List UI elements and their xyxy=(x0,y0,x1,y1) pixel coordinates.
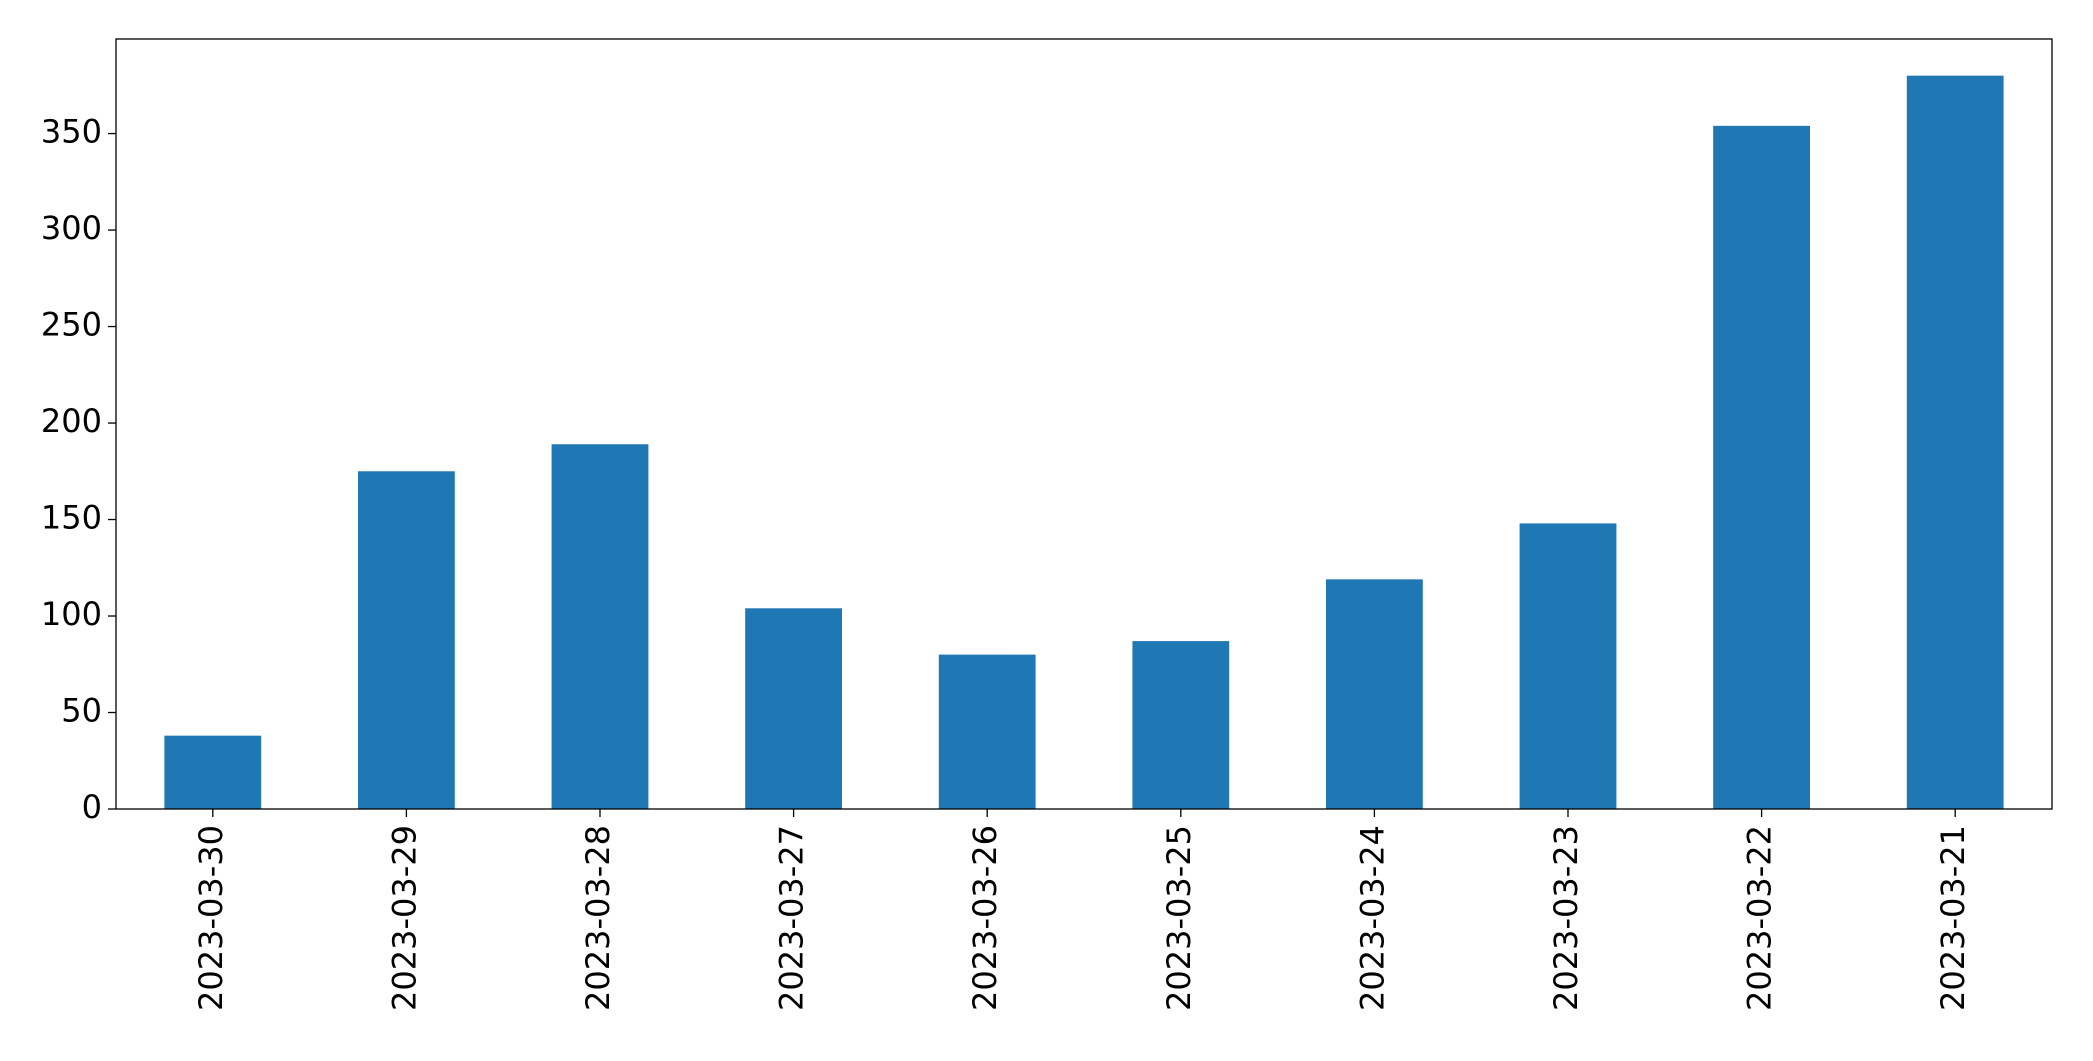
bar xyxy=(1326,579,1423,809)
y-tick-label: 250 xyxy=(41,306,102,344)
y-tick-label: 200 xyxy=(41,402,102,440)
y-tick-label: 0 xyxy=(82,788,102,826)
x-tick-label: 2023-03-27 xyxy=(773,825,811,1011)
x-tick-label: 2023-03-28 xyxy=(579,825,617,1011)
y-tick-label: 350 xyxy=(41,113,102,151)
bar xyxy=(1519,523,1617,809)
bar xyxy=(1906,75,2004,809)
y-tick-label: 150 xyxy=(41,499,102,537)
bar xyxy=(164,735,262,809)
bar xyxy=(1132,641,1230,809)
bar xyxy=(551,444,649,809)
x-tick-label: 2023-03-24 xyxy=(1353,825,1391,1011)
y-tick-label: 100 xyxy=(41,595,102,633)
bar xyxy=(745,608,842,809)
bar xyxy=(938,654,1036,809)
x-tick-label: 2023-03-22 xyxy=(1741,825,1779,1011)
y-tick-label: 50 xyxy=(61,692,102,730)
x-tick-label: 2023-03-26 xyxy=(966,825,1004,1011)
y-tick-label: 300 xyxy=(41,209,102,247)
bar xyxy=(358,471,455,809)
x-tick-label: 2023-03-29 xyxy=(385,825,423,1011)
x-tick-label: 2023-03-21 xyxy=(1934,825,1972,1011)
plot-frame xyxy=(115,38,2053,810)
x-tick-label: 2023-03-30 xyxy=(192,825,230,1011)
x-tick-label: 2023-03-25 xyxy=(1160,825,1198,1011)
x-tick-label: 2023-03-23 xyxy=(1547,825,1585,1011)
bar xyxy=(1713,125,1810,809)
